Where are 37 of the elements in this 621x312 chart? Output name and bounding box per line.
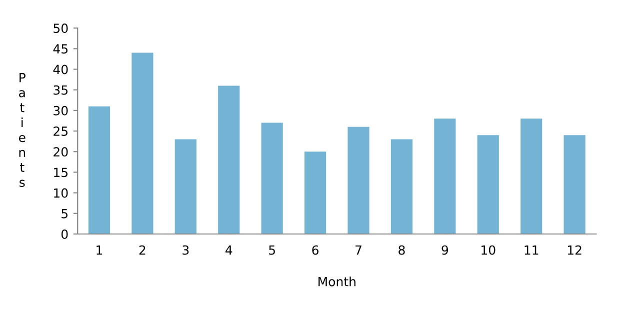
x-tick-label: 8 bbox=[398, 245, 405, 255]
bar bbox=[261, 122, 283, 234]
y-tick-label: 20 bbox=[54, 147, 68, 157]
y-tick-label: 5 bbox=[62, 209, 68, 218]
y-axis-title: Patients bbox=[18, 73, 26, 187]
x-tick-label: 1 bbox=[96, 245, 102, 255]
bar bbox=[132, 52, 154, 234]
x-tick-label: 4 bbox=[226, 245, 232, 255]
y-tick-label: 25 bbox=[54, 126, 68, 136]
y-tick-label: 40 bbox=[53, 64, 68, 74]
x-tick-label: 7 bbox=[356, 245, 362, 255]
x-tick-label: 5 bbox=[269, 245, 275, 255]
y-tick-label: 45 bbox=[53, 44, 68, 54]
x-tick-label: 12 bbox=[568, 245, 582, 255]
x-axis-title: Month bbox=[318, 276, 356, 286]
y-tick-label: 50 bbox=[54, 24, 68, 34]
bar bbox=[88, 106, 110, 234]
x-tick-label: 9 bbox=[442, 245, 448, 255]
bar bbox=[218, 86, 240, 234]
x-tick-label: 11 bbox=[524, 245, 538, 255]
bar bbox=[174, 139, 196, 234]
bar bbox=[390, 139, 413, 234]
x-tick-label: 2 bbox=[139, 245, 146, 255]
y-tick-label: 10 bbox=[54, 188, 68, 198]
bar bbox=[477, 135, 499, 234]
bar bbox=[564, 135, 586, 234]
bar bbox=[434, 118, 456, 234]
y-tick-label: 15 bbox=[54, 168, 68, 178]
y-tick-label: 30 bbox=[54, 106, 68, 116]
bar bbox=[348, 126, 370, 234]
x-tick-label: 3 bbox=[182, 245, 189, 255]
x-tick-label: 10 bbox=[482, 245, 496, 255]
x-tick-label: 6 bbox=[312, 245, 318, 255]
bar bbox=[520, 118, 542, 234]
bar bbox=[304, 152, 326, 234]
y-tick-label: 0 bbox=[61, 229, 68, 239]
y-tick-label: 35 bbox=[54, 85, 68, 95]
